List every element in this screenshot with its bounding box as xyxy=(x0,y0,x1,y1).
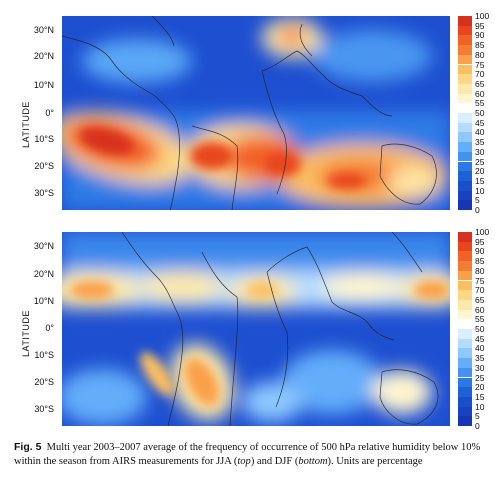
top-lat-tick: 0° xyxy=(45,108,54,118)
bottom-lat-tick: 10°N xyxy=(33,296,54,306)
top-colorbar-tick: 100 xyxy=(475,11,490,21)
bottom-colorbar-tick: 10 xyxy=(475,401,485,412)
top-heatmap-jja xyxy=(62,16,450,210)
bottom-heatmap-djf xyxy=(62,232,450,426)
bottom-lat-tick: 20°S xyxy=(34,377,54,387)
top-colorbar-tick: 10 xyxy=(475,185,485,196)
bottom-colorbar-tick: 90 xyxy=(475,246,485,257)
bottom-colorbar-tick: 75 xyxy=(475,275,485,286)
top-colorbar-tick: 75 xyxy=(475,59,485,70)
bottom-colorbar-tick: 20 xyxy=(475,382,485,393)
bottom-colorbar-tick: 100 xyxy=(475,227,490,237)
bottom-colorbar-tick: 45 xyxy=(475,333,485,344)
top-lat-tick: 20°N xyxy=(33,51,54,61)
top-colorbar-tick: 35 xyxy=(475,137,485,148)
top-colorbar-tick: 95 xyxy=(475,20,485,31)
bottom-lat-tick: 20°N xyxy=(33,269,54,279)
top-colorbar-tick: 30 xyxy=(475,146,485,157)
bottom-colorbar-tick: 25 xyxy=(475,372,485,383)
top-colorbar-tick: 80 xyxy=(475,49,485,60)
bottom-colorbar-tick: 70 xyxy=(475,285,485,296)
top-colorbar-tick: 85 xyxy=(475,40,485,51)
top-colorbar-tick: 5 xyxy=(475,195,480,206)
bottom-colorbar: 100 95 90 85 80 75 70 65 60 55 50 45 40 … xyxy=(458,227,498,431)
figure-label: Fig. 5 xyxy=(14,441,42,453)
bottom-colorbar-tick: 85 xyxy=(475,256,485,267)
top-colorbar: 100 95 90 85 80 75 70 65 60 55 50 45 40 … xyxy=(458,11,498,215)
caption-text-1: Multi year 2003–2007 average of the freq… xyxy=(14,442,481,467)
bottom-colorbar-tick: 80 xyxy=(475,265,485,276)
caption-bottom: bottom xyxy=(298,455,328,467)
top-colorbar-tick: 65 xyxy=(475,78,485,89)
bottom-colorbar-tick: 60 xyxy=(475,304,485,315)
caption-text-2: ) and DJF ( xyxy=(250,455,299,467)
bottom-colorbar-tick: 50 xyxy=(475,324,485,334)
bottom-colorbar-tick: 0 xyxy=(475,421,480,431)
bottom-colorbar-tick: 30 xyxy=(475,362,485,373)
bottom-lat-tick: 10°S xyxy=(34,350,54,360)
figure-caption: Fig. 5 Multi year 2003–2007 average of t… xyxy=(14,441,489,468)
bottom-colorbar-tick: 15 xyxy=(475,391,485,402)
top-lat-tick: 30°S xyxy=(34,188,54,198)
top-colorbar-tick: 40 xyxy=(475,127,485,138)
top-colorbar-tick: 50 xyxy=(475,108,485,118)
top-colorbar-tick: 0 xyxy=(475,205,480,215)
top-colorbar-tick: 60 xyxy=(475,88,485,99)
caption-text-3: ). Units are percentage xyxy=(327,455,423,467)
bottom-lat-tick: 30°N xyxy=(33,241,54,251)
caption-top: top xyxy=(237,455,251,467)
bottom-colorbar-tick: 35 xyxy=(475,353,485,364)
top-lat-tick: 10°N xyxy=(33,80,54,90)
top-colorbar-tick: 25 xyxy=(475,156,485,167)
bottom-lat-tick: 0° xyxy=(45,323,54,333)
top-colorbar-tick: 45 xyxy=(475,117,485,128)
bottom-lat-tick: 30°S xyxy=(34,404,54,414)
bottom-colorbar-tick: 40 xyxy=(475,343,485,354)
bottom-colorbar-tick: 95 xyxy=(475,236,485,247)
top-colorbar-tick: 90 xyxy=(475,30,485,41)
top-colorbar-tick: 20 xyxy=(475,166,485,177)
top-colorbar-tick: 15 xyxy=(475,175,485,186)
top-lat-tick: 30°N xyxy=(33,25,54,35)
top-colorbar-tick: 55 xyxy=(475,98,485,109)
bottom-colorbar-tick: 5 xyxy=(475,411,480,422)
top-lat-tick: 20°S xyxy=(34,161,54,171)
bottom-colorbar-tick: 65 xyxy=(475,294,485,305)
bottom-colorbar-tick: 55 xyxy=(475,314,485,325)
top-colorbar-tick: 70 xyxy=(475,69,485,80)
top-lat-tick: 10°S xyxy=(34,134,54,144)
